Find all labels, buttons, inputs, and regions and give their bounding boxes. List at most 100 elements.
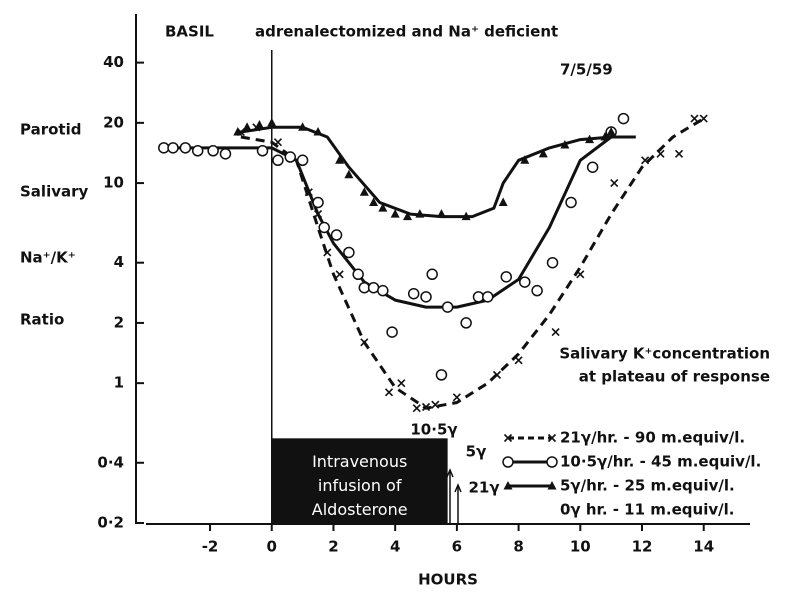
data-point bbox=[323, 248, 332, 257]
data-point bbox=[360, 338, 369, 347]
data-point bbox=[343, 246, 355, 259]
infusion-label: infusion of bbox=[318, 476, 402, 495]
y-axis-label: Na⁺/K⁺ bbox=[20, 249, 76, 267]
data-point bbox=[298, 122, 308, 131]
data-point bbox=[219, 148, 232, 160]
data-point bbox=[585, 134, 595, 144]
y-tick-label: 1 bbox=[114, 374, 124, 392]
legend-marker bbox=[547, 433, 557, 443]
y-axis-label: Ratio bbox=[20, 311, 64, 329]
data-point bbox=[420, 291, 432, 303]
legend-label: 5γ/hr. - 25 m.equiv/l. bbox=[560, 477, 735, 495]
data-point bbox=[460, 317, 472, 329]
data-point bbox=[520, 155, 530, 164]
data-point bbox=[560, 140, 570, 149]
legend-marker bbox=[503, 433, 513, 443]
data-point bbox=[352, 268, 364, 281]
data-point bbox=[313, 127, 323, 136]
data-point bbox=[158, 142, 170, 154]
data-point bbox=[403, 211, 413, 221]
data-point bbox=[318, 221, 330, 234]
arrow-head bbox=[454, 483, 462, 493]
data-point bbox=[358, 281, 371, 294]
y-tick-label: 0·2 bbox=[97, 514, 124, 532]
data-point bbox=[191, 145, 204, 157]
y-tick-label: 2 bbox=[114, 313, 124, 331]
data-point bbox=[378, 203, 388, 212]
data-point bbox=[610, 179, 619, 188]
data-point bbox=[407, 287, 420, 300]
data-point bbox=[538, 148, 548, 158]
data-point bbox=[273, 138, 282, 147]
data-point bbox=[500, 271, 513, 283]
data-point bbox=[367, 281, 380, 294]
y-axis-label: Parotid bbox=[20, 121, 81, 139]
infusion-box bbox=[271, 438, 448, 523]
data-point bbox=[412, 404, 421, 413]
data-point bbox=[284, 151, 297, 163]
data-point bbox=[233, 127, 243, 136]
legend-marker bbox=[546, 456, 558, 468]
data-point bbox=[551, 328, 560, 337]
fitted-curve bbox=[240, 117, 705, 410]
data-point bbox=[441, 301, 454, 313]
infusion-label: Intravenous bbox=[312, 452, 407, 471]
infusion-label: Aldosterone bbox=[312, 500, 408, 519]
data-point bbox=[426, 268, 438, 281]
data-point bbox=[492, 370, 502, 379]
data-point bbox=[641, 156, 650, 165]
data-point bbox=[498, 197, 508, 206]
data-point bbox=[436, 209, 446, 218]
y-tick-label: 20 bbox=[103, 113, 124, 131]
legend-title: Salivary K⁺concentration bbox=[559, 345, 770, 363]
data-point bbox=[386, 326, 398, 338]
chart-label: BASIL bbox=[165, 23, 214, 41]
data-point bbox=[514, 356, 523, 365]
data-point bbox=[330, 229, 343, 241]
data-point bbox=[415, 209, 425, 218]
data-point bbox=[254, 120, 264, 129]
data-point bbox=[617, 112, 630, 125]
x-tick-label: 2 bbox=[328, 538, 338, 556]
data-point bbox=[207, 145, 219, 157]
x-tick-label: -2 bbox=[202, 538, 219, 556]
data-point bbox=[431, 400, 440, 409]
x-tick-label: 10 bbox=[570, 538, 591, 556]
arrow-head bbox=[446, 468, 454, 478]
data-point bbox=[481, 291, 494, 303]
data-point bbox=[674, 149, 684, 158]
legend-label: 21γ/hr. - 90 m.equiv/l. bbox=[560, 429, 745, 447]
data-point bbox=[377, 284, 389, 297]
data-point bbox=[179, 142, 192, 154]
legend-marker bbox=[503, 481, 513, 490]
data-point bbox=[600, 131, 610, 141]
data-point bbox=[546, 256, 559, 269]
legend-label: 10·5γ/hr. - 45 m.equiv/l. bbox=[560, 453, 761, 471]
x-tick-label: 14 bbox=[693, 538, 714, 556]
data-point bbox=[384, 388, 394, 397]
data-point bbox=[312, 196, 324, 209]
x-axis-label: HOURS bbox=[418, 571, 478, 589]
fitted-curve bbox=[163, 135, 636, 309]
y-tick-label: 10 bbox=[103, 174, 124, 192]
data-point bbox=[242, 122, 252, 131]
chart-date: 7/5/59 bbox=[560, 61, 613, 79]
data-point bbox=[256, 145, 269, 157]
legend-marker bbox=[502, 456, 514, 468]
data-point bbox=[565, 196, 577, 209]
x-tick-label: 12 bbox=[632, 538, 653, 556]
data-point bbox=[167, 142, 179, 154]
data-point bbox=[606, 127, 616, 136]
x-tick-label: 6 bbox=[452, 538, 462, 556]
annotation: 21γ bbox=[468, 479, 499, 497]
data-point bbox=[267, 117, 277, 127]
data-point bbox=[699, 114, 708, 123]
data-point bbox=[586, 161, 599, 173]
chart-title: adrenalectomized and Na⁺ deficient bbox=[255, 23, 558, 41]
x-tick-label: 0 bbox=[267, 538, 277, 556]
legend-note: 0γ hr. - 11 m.equiv/l. bbox=[560, 501, 734, 519]
data-point bbox=[359, 187, 369, 196]
legend-item: 21γ/hr. - 90 m.equiv/l. bbox=[503, 429, 745, 447]
data-point bbox=[576, 270, 585, 279]
